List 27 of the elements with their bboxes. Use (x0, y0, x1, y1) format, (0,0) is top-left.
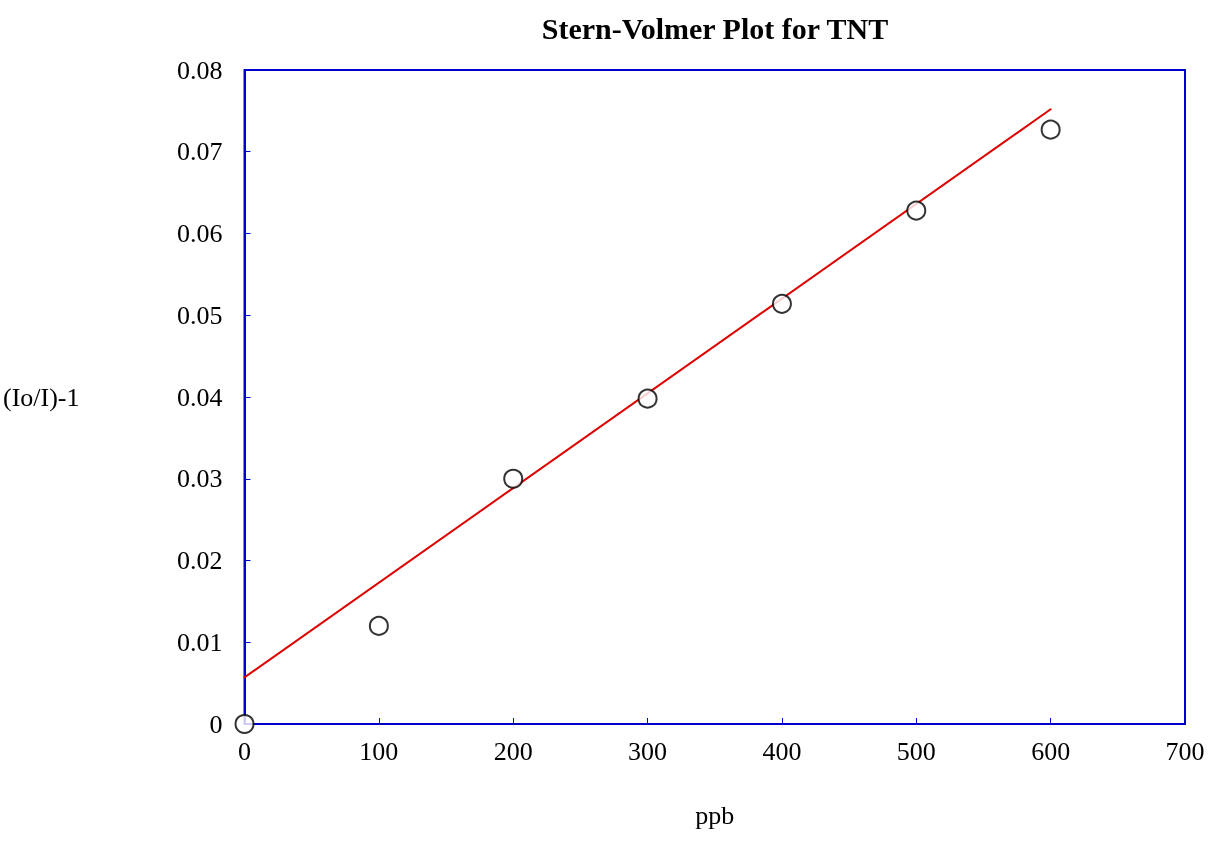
x-tick-label: 0 (238, 736, 252, 766)
y-tick-label: 0.02 (177, 546, 223, 575)
x-axis-title: ppb (695, 800, 735, 830)
y-axis-title: (Io/I)-1 (3, 382, 80, 412)
y-tick-label: 0.06 (177, 219, 223, 248)
point (906, 200, 927, 221)
point (503, 468, 524, 489)
y-tick-label: 0.01 (177, 627, 223, 657)
x-tick-label: 100 (359, 736, 399, 766)
y-tick-label: 0.07 (177, 137, 223, 167)
point (1040, 119, 1061, 140)
y-tick-label: 0.04 (177, 382, 223, 412)
x-tick-label: 400 (762, 736, 802, 766)
point (637, 388, 658, 409)
x-tick-label: 700 (1165, 736, 1205, 766)
x-tick-label: 600 (1031, 736, 1071, 766)
y-tick-label: 0.08 (177, 55, 223, 85)
x-tick-label: 300 (628, 736, 668, 766)
y-tick-label: 0.05 (177, 300, 223, 330)
x-tick-label: 500 (896, 736, 936, 766)
point (368, 615, 389, 636)
point (771, 293, 792, 314)
chart-title: Stern-Volmer Plot for TNT (541, 11, 889, 45)
y-tick-label: 0.03 (177, 464, 223, 494)
x-tick-label: 200 (493, 736, 533, 766)
y-tick-label: 0 (209, 709, 223, 739)
point (234, 714, 255, 734)
